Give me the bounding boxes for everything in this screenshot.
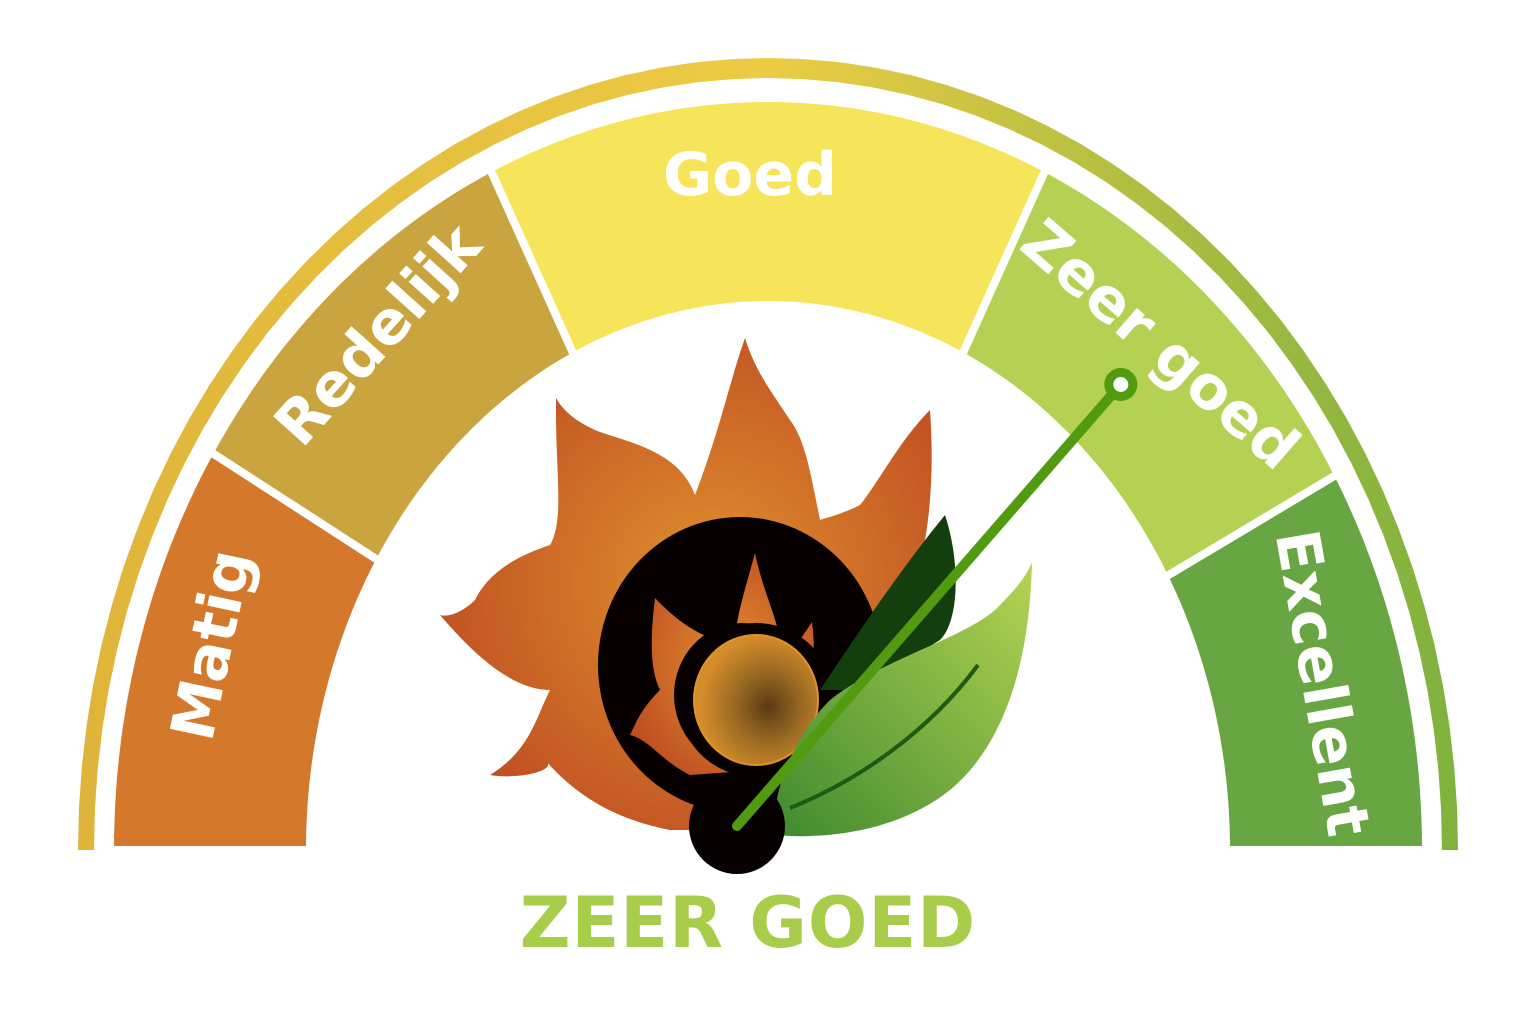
gauge-segment-goed — [484, 93, 1052, 362]
gauge-needle — [732, 367, 1138, 831]
leaf-icon — [774, 562, 1032, 837]
segment-label: Goed — [663, 140, 837, 210]
needle-tip — [1104, 367, 1138, 401]
needle-shaft — [732, 379, 1126, 831]
gauge-segment-excellent — [1159, 468, 1430, 854]
flame-leaf-icon — [440, 338, 1032, 874]
result-label: ZEER GOED — [520, 882, 977, 964]
dark-leaf-icon — [820, 515, 956, 690]
